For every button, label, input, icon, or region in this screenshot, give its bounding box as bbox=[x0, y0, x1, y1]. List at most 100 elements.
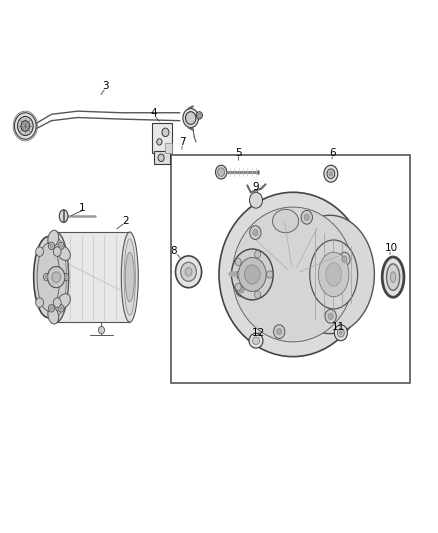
Circle shape bbox=[334, 325, 347, 341]
Circle shape bbox=[158, 154, 164, 161]
Circle shape bbox=[53, 247, 61, 256]
Ellipse shape bbox=[232, 207, 353, 342]
Circle shape bbox=[337, 328, 344, 337]
Circle shape bbox=[253, 229, 258, 236]
Circle shape bbox=[50, 306, 53, 310]
Circle shape bbox=[52, 272, 60, 282]
Circle shape bbox=[60, 306, 62, 310]
Circle shape bbox=[304, 214, 309, 221]
Ellipse shape bbox=[40, 271, 54, 284]
Ellipse shape bbox=[181, 262, 196, 281]
Circle shape bbox=[254, 251, 261, 258]
Circle shape bbox=[99, 326, 105, 334]
Circle shape bbox=[48, 242, 54, 249]
Circle shape bbox=[64, 276, 67, 279]
Text: 11: 11 bbox=[332, 322, 345, 333]
Circle shape bbox=[328, 313, 333, 319]
Ellipse shape bbox=[124, 239, 135, 316]
Circle shape bbox=[327, 169, 335, 179]
Ellipse shape bbox=[382, 257, 404, 297]
Circle shape bbox=[267, 271, 273, 278]
Circle shape bbox=[218, 168, 225, 176]
Circle shape bbox=[58, 242, 64, 249]
Circle shape bbox=[215, 165, 227, 179]
Circle shape bbox=[45, 276, 48, 279]
Ellipse shape bbox=[249, 333, 263, 348]
Ellipse shape bbox=[272, 209, 299, 233]
Ellipse shape bbox=[231, 249, 273, 300]
Ellipse shape bbox=[121, 232, 138, 322]
Ellipse shape bbox=[176, 256, 201, 288]
Circle shape bbox=[250, 192, 262, 208]
Circle shape bbox=[35, 247, 43, 256]
Text: 3: 3 bbox=[102, 81, 109, 91]
Circle shape bbox=[339, 252, 350, 266]
Ellipse shape bbox=[310, 240, 357, 309]
Ellipse shape bbox=[238, 257, 266, 292]
Ellipse shape bbox=[59, 210, 68, 222]
Circle shape bbox=[325, 309, 336, 323]
Circle shape bbox=[274, 325, 285, 338]
Bar bbox=[152, 123, 173, 152]
Circle shape bbox=[58, 305, 64, 312]
Ellipse shape bbox=[125, 252, 134, 302]
Text: 7: 7 bbox=[179, 137, 185, 147]
Ellipse shape bbox=[391, 272, 396, 282]
Ellipse shape bbox=[48, 308, 59, 324]
Bar bbox=[165, 143, 173, 152]
Text: 4: 4 bbox=[150, 108, 157, 118]
Circle shape bbox=[47, 266, 65, 288]
Text: 2: 2 bbox=[122, 216, 129, 227]
Circle shape bbox=[276, 328, 282, 335]
Ellipse shape bbox=[253, 337, 259, 344]
Ellipse shape bbox=[44, 232, 69, 322]
Ellipse shape bbox=[286, 215, 374, 334]
Circle shape bbox=[60, 244, 62, 247]
Circle shape bbox=[50, 244, 53, 247]
Circle shape bbox=[235, 259, 241, 265]
Circle shape bbox=[324, 165, 338, 182]
Ellipse shape bbox=[46, 237, 67, 317]
Circle shape bbox=[198, 114, 201, 117]
Circle shape bbox=[43, 273, 49, 281]
Ellipse shape bbox=[48, 230, 59, 247]
Circle shape bbox=[329, 172, 332, 176]
Circle shape bbox=[339, 331, 342, 334]
Text: 10: 10 bbox=[385, 243, 397, 253]
Circle shape bbox=[301, 211, 312, 224]
Bar bbox=[56, 232, 130, 322]
Circle shape bbox=[157, 139, 162, 145]
Ellipse shape bbox=[244, 265, 260, 284]
Text: 8: 8 bbox=[170, 246, 177, 256]
Ellipse shape bbox=[318, 252, 349, 297]
Ellipse shape bbox=[57, 246, 71, 261]
Circle shape bbox=[35, 298, 43, 308]
Circle shape bbox=[239, 287, 244, 293]
Circle shape bbox=[162, 128, 169, 136]
Ellipse shape bbox=[326, 263, 342, 286]
Circle shape bbox=[53, 298, 61, 308]
Circle shape bbox=[48, 305, 54, 312]
Ellipse shape bbox=[219, 192, 367, 357]
Text: 9: 9 bbox=[253, 182, 259, 192]
Ellipse shape bbox=[37, 243, 60, 311]
Ellipse shape bbox=[57, 294, 71, 308]
Circle shape bbox=[14, 113, 36, 139]
Bar bbox=[154, 151, 170, 164]
Circle shape bbox=[21, 120, 30, 131]
Ellipse shape bbox=[185, 268, 192, 276]
Text: 6: 6 bbox=[330, 148, 336, 158]
Ellipse shape bbox=[387, 264, 399, 290]
Circle shape bbox=[196, 112, 202, 119]
Text: 12: 12 bbox=[251, 328, 265, 338]
Circle shape bbox=[250, 225, 261, 239]
Circle shape bbox=[18, 116, 33, 135]
Circle shape bbox=[183, 109, 198, 127]
Circle shape bbox=[63, 273, 69, 281]
Circle shape bbox=[185, 112, 196, 124]
Circle shape bbox=[235, 283, 241, 290]
Circle shape bbox=[254, 291, 261, 298]
Bar bbox=[171, 155, 410, 383]
Text: 5: 5 bbox=[235, 148, 242, 158]
Circle shape bbox=[236, 283, 247, 297]
